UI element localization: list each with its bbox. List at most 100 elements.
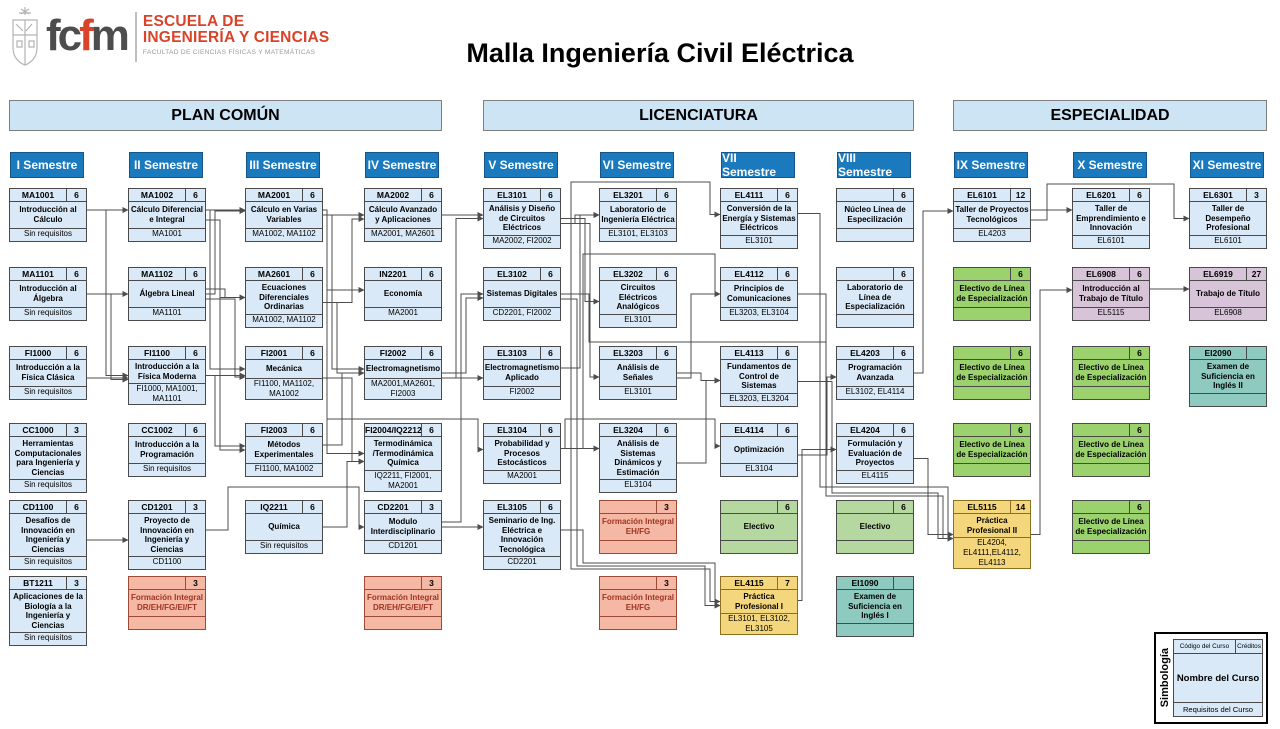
course-credits: 3 — [421, 501, 441, 513]
course-name: Cálculo Avanzado y Aplicaciones — [368, 205, 438, 224]
course-FI2003: FI2003 6 Métodos Experimentales FI1100, MA1… — [245, 423, 323, 477]
semester-header-9: IX Semestre — [954, 152, 1028, 178]
course-requisites: Sin requisitos — [246, 540, 322, 553]
course-MA2601: MA2601 6 Ecuaciones Diferenciales Ordinari… — [245, 267, 323, 328]
course-MA1102: MA1102 6 Álgebra Lineal MA1101 — [128, 267, 206, 321]
course-name: Herramientas Computacionales para Ingeni… — [14, 439, 82, 477]
course-requisites: CD1100 — [129, 556, 205, 569]
semester-header-2: II Semestre — [129, 152, 203, 178]
course-EI2090: EI2090 Examen de Suficiencia en Inglés II — [1189, 346, 1267, 407]
course-credits: 6 — [302, 424, 322, 436]
course-code: EL6919 — [1203, 269, 1233, 279]
course-credits: 6 — [777, 501, 797, 513]
course-name: Electivo de Línea de Especialización — [956, 363, 1028, 382]
course-name: Electivo de Línea de Especialización — [956, 440, 1028, 459]
course-name: Sistemas Digitales — [486, 289, 558, 299]
course-name: Electivo — [859, 522, 891, 532]
course-name: Electivo — [743, 522, 775, 532]
course-name: Electromagnetismo — [365, 364, 441, 374]
course-name: Seminario de Ing. Eléctrica e Innovación… — [488, 516, 556, 554]
course-name: Formación Integral EH/FG — [601, 517, 674, 536]
course-credits: 6 — [185, 347, 205, 359]
course-name: Análisis de Señales — [616, 363, 660, 382]
course-name: Trabajo de Título — [1195, 289, 1260, 299]
course-name: Examen de Suficiencia en Inglés I — [848, 592, 902, 621]
course-name: Optimización — [733, 445, 785, 455]
semester-header-5: V Semestre — [484, 152, 558, 178]
course-name: Introducción al Trabajo de Título — [1078, 284, 1143, 303]
course-credits: 14 — [1010, 501, 1030, 513]
course-FI2004: FI2004/IQ2212 6 Termodinámica /Termodinámi… — [364, 423, 442, 492]
course-EL4204: EL4204 6 Formulación y Evaluación de Proye… — [836, 423, 914, 484]
course-name: Introducción a la Programación — [134, 440, 199, 459]
course-requisites: CD2201, FI2002 — [484, 307, 560, 320]
course-credits: 6 — [66, 347, 86, 359]
course-name: Química — [268, 522, 300, 532]
course-credits: 3 — [421, 577, 441, 589]
course-name: Taller de Proyectos Tecnológicos — [955, 205, 1029, 224]
course-code: EL3201 — [613, 190, 643, 200]
course-NUCLEO: 6 Núcleo Línea de Especilización — [836, 188, 914, 242]
course-credits: 6 — [66, 268, 86, 280]
course-credits: 6 — [656, 268, 676, 280]
course-name: Electivo de Línea de Especialización — [1075, 363, 1147, 382]
course-name: Formulación y Evaluación de Proyectos — [847, 439, 903, 468]
course-credits: 3 — [66, 424, 86, 436]
course-code: EL6201 — [1086, 190, 1116, 200]
course-requisites: EL6101 — [1073, 234, 1149, 248]
course-requisites: EL3101, EL3103 — [600, 228, 676, 241]
course-requisites: EL5115 — [1073, 307, 1149, 320]
course-code: CD1201 — [141, 502, 173, 512]
course-name: Examen de Suficiencia en Inglés II — [1201, 362, 1255, 391]
course-code: EL4114 — [734, 425, 764, 435]
course-credits — [893, 577, 913, 589]
course-code: EL4204 — [850, 425, 880, 435]
course-credits: 6 — [1129, 501, 1149, 513]
course-credits: 6 — [185, 268, 205, 280]
legend-title: Simbología — [1159, 648, 1171, 708]
course-code: FI2003 — [260, 425, 288, 435]
course-EL3103: EL3103 6 Electromagnetismo Aplicado FI2002 — [483, 346, 561, 400]
course-requisites — [837, 228, 913, 241]
school-name-line1: ESCUELA DE — [142, 13, 245, 30]
course-requisites: Sin requisitos — [10, 307, 86, 320]
course-requisites: IQ2211, FI2001, MA2001 — [365, 469, 441, 491]
course-name: Aplicaciones de la Biología a la Ingenie… — [13, 592, 83, 630]
course-EL3202: EL3202 6 Circuitos Eléctricos Analógicos EL… — [599, 267, 677, 328]
course-requisites: MA2001, MA2601 — [365, 228, 441, 241]
course-name: Circuitos Eléctricos Analógicos — [616, 283, 660, 312]
course-LIN10B: 6 Electivo de Línea de Especialización — [1072, 423, 1150, 477]
course-credits: 6 — [421, 424, 441, 436]
course-credits: 6 — [302, 268, 322, 280]
course-requisites: MA2001,MA2601, FI2003 — [365, 378, 441, 399]
semester-header-8: VIII Semestre — [837, 151, 911, 179]
course-credits: 6 — [893, 501, 913, 513]
course-EL3102: EL3102 6 Sistemas Digitales CD2201, FI2002 — [483, 267, 561, 321]
course-EL4115: EL4115 7 Práctica Profesional I EL3101, EL3… — [720, 576, 798, 636]
course-EL6301: EL6301 3 Taller de Desempeño Profesional EL… — [1189, 188, 1267, 249]
course-credits: 6 — [421, 347, 441, 359]
course-credits: 6 — [1129, 189, 1149, 201]
course-name: Análisis y Diseño de Circuitos Eléctrico… — [488, 204, 556, 233]
course-credits: 6 — [1010, 347, 1030, 359]
course-name: Electivo de Línea de Especialización — [1075, 517, 1147, 536]
course-requisites: Sin requisitos — [10, 479, 86, 492]
course-name: Introducción a la Física Moderna — [134, 362, 199, 381]
course-EL3101: EL3101 6 Análisis y Diseño de Circuitos El… — [483, 188, 561, 249]
semester-header-6: VI Semestre — [600, 152, 674, 178]
course-credits — [1246, 347, 1266, 359]
course-FI_II: 3 Formación Integral DR/EH/FG/EI/FT — [128, 576, 206, 630]
course-name: Principios de Comunicaciones — [726, 284, 791, 303]
course-FI1100: FI1100 6 Introducción a la Física Moderna F… — [128, 346, 206, 406]
course-credits: 12 — [1010, 189, 1030, 201]
course-code: EL3104 — [497, 425, 527, 435]
course-code: FI2001 — [260, 348, 288, 358]
course-code: CD2201 — [377, 502, 409, 512]
course-CC1000: CC1000 3 Herramientas Computacionales para… — [9, 423, 87, 494]
course-name: Cálculo Diferencial e Integral — [130, 205, 204, 224]
course-code: EL3203 — [613, 348, 643, 358]
course-name: Práctica Profesional II — [966, 516, 1018, 535]
course-requisites: FI1100, MA1102, MA1002 — [246, 378, 322, 399]
course-requisites: MA1002, MA1102 — [246, 228, 322, 241]
course-CC1002: CC1002 6 Introducción a la Programación Sin… — [128, 423, 206, 477]
